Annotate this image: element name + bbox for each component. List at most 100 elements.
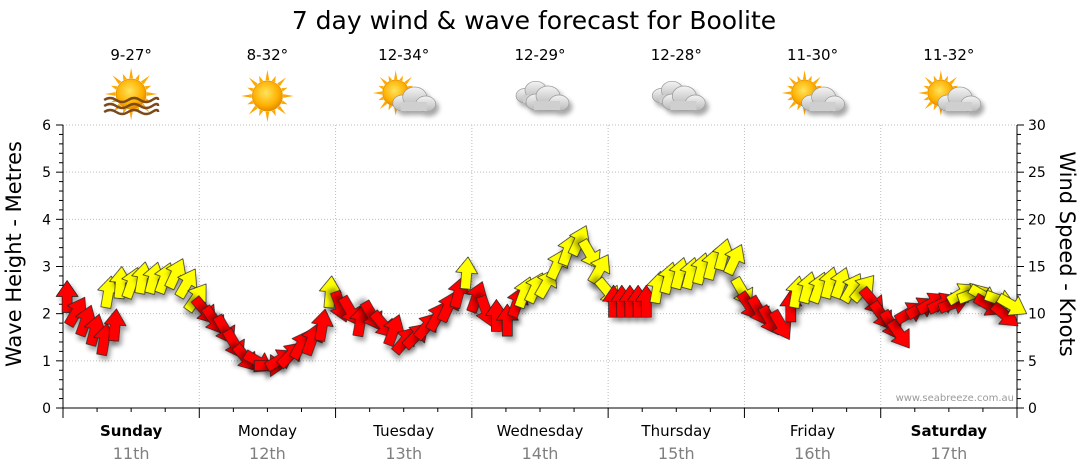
sun-ray: [248, 105, 258, 115]
sun-ray: [271, 109, 276, 117]
cloud-shape: [801, 86, 845, 113]
wind-arrow: [723, 244, 746, 277]
sun-ray: [923, 85, 929, 90]
sun-ray: [379, 101, 388, 110]
partly-cloudy-icon: [372, 70, 437, 116]
wind-arrow: [886, 318, 910, 349]
sun-haze-icon: [103, 67, 160, 121]
right-tick-label: 20: [1028, 212, 1046, 228]
sun-ray: [265, 111, 270, 123]
day-date-label: 12th: [249, 444, 286, 463]
right-tick-label: 25: [1028, 165, 1046, 181]
wind-arrows: [55, 225, 1028, 377]
wind-arrow-shape: [886, 318, 910, 349]
day-name-label: Thursday: [640, 422, 711, 440]
chart-title: 7 day wind & wave forecast for Boolite: [292, 6, 776, 35]
sun-ray: [399, 75, 403, 82]
sun-ray: [129, 109, 134, 121]
sun-ray: [404, 76, 412, 85]
sun-ray: [924, 76, 933, 85]
sun-ray: [372, 91, 383, 95]
right-tick-label: 0: [1028, 401, 1037, 417]
day-temperatures: 9-27° 8-32° 12-34° 12-29° 12-28° 11-30° 11-32°: [110, 46, 974, 64]
sun-ray: [788, 76, 797, 85]
cloud-base: [945, 102, 972, 111]
sun-ray: [277, 105, 286, 115]
sun-ray: [271, 75, 276, 83]
sun-ray: [247, 87, 254, 92]
right-axis-label: Wind Speed - Knots: [1055, 151, 1079, 356]
sun-ray: [129, 67, 134, 79]
sun-ray: [808, 75, 812, 82]
day-name-label: Tuesday: [372, 422, 434, 440]
haze-line: [103, 96, 160, 104]
cloudy-icon: [515, 80, 570, 112]
wind-arrow: [587, 254, 610, 286]
wind-arrow: [455, 256, 478, 290]
sun-ray: [140, 75, 150, 85]
sun-ray: [788, 101, 797, 110]
haze-line: [103, 108, 160, 116]
sun-ray: [388, 75, 393, 82]
sun-ray: [933, 75, 938, 82]
wind-arrow: [311, 308, 334, 342]
wind-arrow: [996, 293, 1028, 316]
day-date-label: 11th: [113, 444, 150, 463]
day-date-label: 13th: [385, 444, 422, 463]
wind-arrow-shape: [311, 308, 334, 342]
right-tick-label: 15: [1028, 260, 1046, 276]
partly-cloudy-icon: [918, 70, 982, 116]
sun-ray: [122, 73, 127, 81]
wind-arrow: [55, 280, 79, 313]
sun-ray: [378, 96, 384, 101]
day-name-label: Monday: [238, 422, 297, 440]
cloud-shape: [525, 85, 570, 112]
day-name-label: Wednesday: [497, 422, 584, 440]
wind-arrow-shape: [723, 244, 746, 277]
sun-ray: [797, 104, 801, 111]
sun-ray: [259, 75, 264, 83]
sun-ray: [781, 91, 792, 95]
sun-ray: [939, 70, 943, 80]
right-tick-label: 30: [1028, 118, 1046, 134]
wind-arrow-shape: [55, 280, 79, 313]
temperature-range: 12-29°: [514, 46, 565, 64]
weather-icons: [103, 67, 982, 123]
sun-ray: [802, 70, 807, 80]
sun-ray: [388, 104, 393, 111]
day-date-label: 15th: [658, 444, 695, 463]
sun-ray: [283, 94, 294, 98]
wind-arrow: [103, 308, 127, 342]
grid-lines: [63, 124, 1017, 408]
sun-ray: [949, 76, 957, 85]
sun-ray: [281, 100, 288, 105]
sun-ray: [241, 94, 252, 98]
cloud-shape: [937, 86, 982, 113]
cloud-base: [534, 101, 560, 110]
sun-ray: [787, 85, 793, 90]
sun-ray: [812, 76, 821, 85]
temperature-range: 9-27°: [110, 46, 152, 64]
cloud-shape: [392, 86, 437, 113]
sun-ray: [146, 92, 158, 96]
sun-ray: [394, 70, 398, 80]
right-tick-label: 10: [1028, 307, 1046, 323]
left-tick-label: 0: [42, 401, 51, 417]
left-tick-label: 4: [42, 212, 51, 228]
day-date-label: 16th: [794, 444, 831, 463]
sun-icon: [241, 69, 294, 123]
wind-arrow-shape: [103, 308, 127, 342]
cloud-base: [400, 102, 427, 111]
day-name-label: Friday: [790, 422, 836, 440]
left-tick-label: 6: [42, 118, 51, 134]
day-date-label: 17th: [930, 444, 967, 463]
cloud-shape: [661, 85, 706, 112]
sun-ray: [265, 69, 270, 81]
sun-ray: [797, 75, 801, 82]
sun-ray: [378, 85, 384, 90]
sun-ray: [144, 85, 152, 90]
day-date-label: 14th: [522, 444, 559, 463]
watermark: www.seabreeze.com.au: [896, 393, 1014, 404]
sun-ray: [918, 91, 928, 95]
